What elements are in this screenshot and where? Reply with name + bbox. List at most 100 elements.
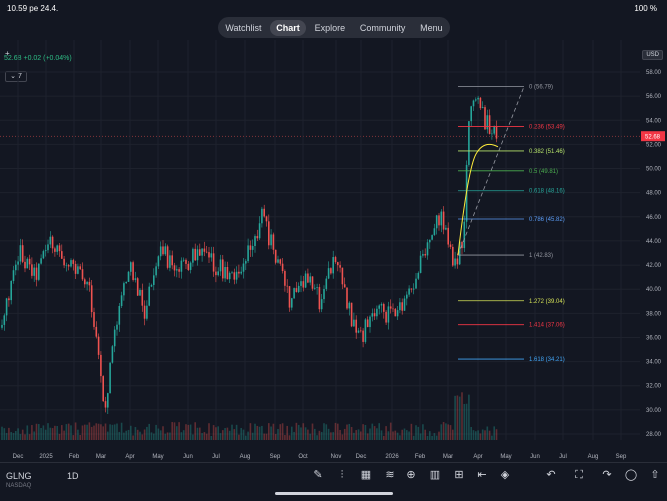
candle — [113, 329, 116, 347]
volume-bar — [318, 430, 321, 440]
volume-bar — [435, 435, 438, 440]
volume-bar — [28, 434, 31, 440]
candle — [355, 319, 357, 333]
volume-bar — [217, 426, 219, 440]
chart-type-icon[interactable]: ▥ — [429, 469, 441, 481]
candle — [109, 362, 111, 394]
volume-bar — [65, 424, 68, 440]
price-axis-label: 52.00 — [646, 142, 662, 148]
candle — [286, 285, 288, 287]
volume-bar — [274, 434, 277, 440]
add-icon[interactable]: ⊕ — [406, 469, 416, 481]
redo-icon[interactable]: ↷ — [602, 469, 612, 481]
fullscreen-icon[interactable]: ⛶ — [575, 469, 583, 481]
candle — [309, 276, 311, 283]
volume-bar — [79, 434, 81, 440]
volume-bar — [180, 432, 183, 440]
candle — [495, 125, 498, 139]
candle — [26, 258, 29, 269]
candle — [320, 299, 323, 310]
fibonacci-levels: 0 (56.79) 0.236 (53.49) 0.382 (51.46) 0.5 (… — [457, 85, 565, 363]
volume-bar — [74, 422, 77, 440]
replay-icon[interactable]: ⇤ — [477, 469, 487, 481]
candle — [373, 313, 376, 317]
candle — [72, 260, 75, 264]
volume-bar — [452, 429, 454, 440]
price-chart[interactable]: 0 (56.79) 0.236 (53.49) 0.382 (51.46) 0.5 (… — [0, 40, 667, 462]
time-axis-label: Oct — [298, 454, 308, 460]
volume-bar — [429, 431, 431, 440]
time-axis-label: Sep — [616, 454, 627, 460]
candle — [353, 319, 355, 327]
home-indicator — [275, 492, 393, 495]
candle — [458, 241, 461, 265]
tab-chart[interactable]: Chart — [270, 19, 306, 36]
candle — [481, 107, 484, 109]
volume-bar — [330, 432, 332, 440]
candle — [77, 266, 79, 274]
volume-bar — [323, 423, 325, 440]
volume-bar — [245, 435, 247, 440]
fib-level-label: 1 (42.83) — [529, 253, 553, 259]
time-axis-label: Dec — [356, 454, 367, 460]
candle — [86, 281, 88, 285]
volume-bar — [61, 425, 63, 440]
candle — [364, 319, 367, 342]
alerts-icon[interactable]: ⊞ — [454, 469, 464, 481]
candle — [203, 248, 206, 252]
candle — [431, 235, 433, 240]
candle — [12, 270, 15, 281]
ticker-price: 52.68 — [4, 55, 22, 62]
candle — [337, 262, 339, 266]
volume-bars — [1, 392, 498, 440]
candle — [475, 99, 477, 101]
volume-bar — [380, 430, 383, 440]
candle — [449, 244, 452, 247]
candle — [185, 259, 187, 264]
candle — [97, 336, 100, 355]
candle — [410, 288, 413, 290]
anchored-vwap-line — [457, 143, 499, 256]
share-icon[interactable]: ⇧ — [650, 469, 660, 481]
candle — [468, 121, 470, 165]
tab-watchlist[interactable]: Watchlist — [225, 22, 262, 33]
candle — [15, 264, 17, 271]
tab-menu[interactable]: Menu — [420, 22, 443, 33]
volume-bar — [491, 435, 493, 440]
candle — [233, 272, 236, 280]
drawing-tool-icon[interactable]: ✎ — [313, 469, 323, 481]
volume-bar — [396, 432, 399, 440]
candle — [189, 262, 192, 270]
time-axis-label: Aug — [588, 454, 599, 460]
price-axis-label: 38.00 — [646, 311, 662, 317]
volume-bar — [458, 396, 461, 440]
candle — [8, 298, 10, 301]
candle — [484, 107, 486, 130]
tab-community[interactable]: Community — [359, 22, 406, 33]
add-indicator-icon[interactable]: + — [5, 49, 10, 58]
candle — [40, 258, 42, 264]
candle — [302, 281, 305, 288]
volume-bar — [242, 429, 245, 440]
volume-bar — [295, 422, 298, 440]
compare-icon[interactable]: ≋ — [385, 469, 395, 481]
volume-bar — [169, 432, 171, 440]
volume-bar — [192, 434, 194, 440]
volume-bar — [433, 433, 436, 440]
volume-bar — [104, 423, 107, 440]
volume-bar — [337, 423, 339, 440]
volume-bar — [15, 430, 17, 440]
volume-bar — [408, 431, 410, 440]
symbol-button[interactable]: GLNG — [6, 471, 32, 481]
idea-icon[interactable]: ◯ — [624, 469, 638, 481]
tab-explore[interactable]: Explore — [314, 22, 346, 33]
indicators-icon[interactable]: ⫶ — [340, 469, 344, 481]
timeframe-button[interactable]: 1D — [67, 471, 79, 481]
candle — [293, 288, 295, 299]
layout-icon[interactable]: ▦ — [360, 469, 372, 481]
volume-bar — [63, 430, 65, 440]
undo-icon[interactable]: ↶ — [546, 469, 556, 481]
currency-button[interactable]: USD — [642, 50, 663, 60]
time-axis-label: 2026 — [385, 454, 399, 460]
object-tree-icon[interactable]: ◈ — [500, 469, 510, 481]
